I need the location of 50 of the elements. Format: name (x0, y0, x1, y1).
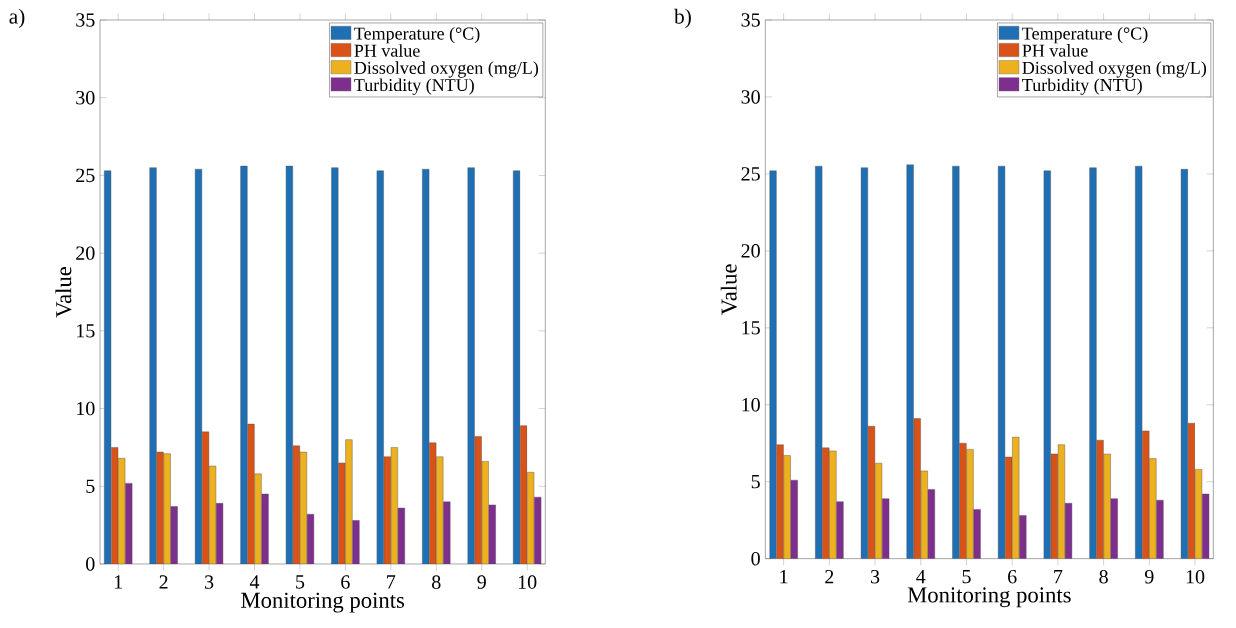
x-tick-label: 2 (159, 575, 168, 589)
x-tick-label: 6 (341, 575, 350, 589)
y-tick-label: 25 (76, 168, 95, 183)
y-axis-title: Value (55, 266, 72, 318)
x-tick-label: 6 (1008, 570, 1017, 584)
legend-label: Turbidity (NTU) (1022, 78, 1142, 95)
x-tick-label: 3 (205, 575, 214, 589)
x-tick-label: 1 (114, 575, 122, 589)
y-tick-label: 15 (77, 324, 95, 338)
legend-label: Dissolved oxygen (mg/L) (1022, 61, 1207, 78)
y-tick-label: 0 (751, 551, 760, 566)
x-tick-label: 4 (916, 570, 926, 584)
x-tick-label: 4 (249, 575, 260, 589)
x-axis-title: Monitoring points (241, 592, 405, 613)
text: b) (674, 8, 691, 29)
x-tick-label: 5 (962, 570, 971, 584)
y-tick-label: 5 (86, 479, 95, 493)
y-tick-label: 15 (742, 321, 760, 335)
y-tick-label: 30 (76, 90, 95, 105)
y-tick-label: 20 (76, 246, 95, 260)
y-tick-label: 20 (741, 244, 760, 258)
x-tick-label: 10 (518, 575, 537, 589)
y-tick-label: 5 (751, 475, 760, 489)
y-tick-label: 35 (741, 13, 760, 27)
y-tick-label: 25 (741, 167, 760, 181)
legend-label: Temperature (°C) (1022, 26, 1148, 44)
x-tick-label: 2 (825, 570, 834, 584)
x-tick-label: 8 (432, 575, 441, 589)
x-tick-label: 10 (1186, 570, 1205, 584)
y-tick-label: 30 (741, 90, 760, 104)
x-tick-label: 8 (1099, 570, 1108, 584)
legend-label: Dissolved oxygen (mg/L) (354, 61, 539, 78)
y-tick-label: 35 (76, 13, 95, 27)
legend-label: PH value (354, 44, 420, 57)
y-tick-label: 10 (77, 401, 95, 416)
x-tick-label: 3 (871, 570, 880, 584)
x-tick-label: 9 (1144, 570, 1154, 584)
x-tick-label: 5 (296, 575, 305, 589)
y-tick-label: 0 (86, 557, 95, 571)
x-tick-label: 7 (1054, 570, 1063, 584)
y-tick-label: 10 (742, 398, 760, 412)
y-axis-title: Value (720, 264, 737, 315)
x-tick-label: 9 (477, 575, 486, 589)
legend-label: Temperature (°C) (354, 26, 480, 44)
legend-label: PH value (1022, 44, 1088, 57)
text: a) (9, 8, 25, 29)
x-tick-label: 1 (780, 570, 788, 584)
x-tick-label: 7 (387, 575, 396, 589)
legend-label: Turbidity (NTU) (354, 78, 474, 95)
x-axis-title: Monitoring points (907, 587, 1071, 608)
